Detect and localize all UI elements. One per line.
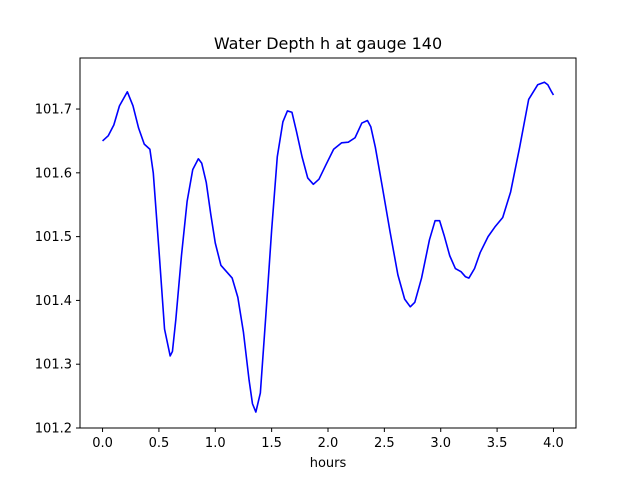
- x-tick-label: 1.0: [205, 436, 226, 451]
- x-tick-label: 0.5: [149, 436, 170, 451]
- y-tick-label: 101.4: [35, 294, 72, 309]
- series-line-0: [102, 81, 555, 413]
- x-axis-label: hours: [310, 456, 347, 471]
- y-tick-label: 101.7: [35, 103, 72, 118]
- x-tick-label: 1.5: [261, 436, 282, 451]
- y-axis-ticks: 101.2 101.3 101.4 101.5 101.6 101.7: [35, 103, 80, 437]
- x-tick-label: 3.0: [430, 436, 451, 451]
- x-axis-ticks: 0.0 0.5 1.0 1.5 2.0 2.5 3.0 3.5 4.0: [92, 428, 564, 451]
- plot-area: [102, 81, 555, 413]
- x-tick-label: 4.0: [543, 436, 564, 451]
- y-tick-label: 101.6: [35, 166, 72, 181]
- x-tick-label: 2.0: [318, 436, 339, 451]
- x-tick-label: 2.5: [374, 436, 395, 451]
- y-tick-label: 101.3: [35, 358, 72, 373]
- y-tick-label: 101.2: [35, 422, 72, 437]
- chart-title: Water Depth h at gauge 140: [214, 34, 442, 53]
- y-tick-label: 101.5: [35, 230, 72, 245]
- x-tick-label: 0.0: [92, 436, 113, 451]
- x-tick-label: 3.5: [487, 436, 508, 451]
